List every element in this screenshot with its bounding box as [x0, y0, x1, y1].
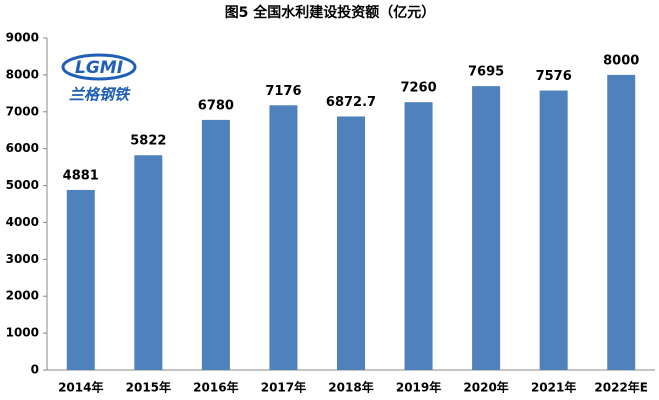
data-label: 4881 — [63, 168, 99, 183]
data-label: 7695 — [468, 65, 504, 80]
x-tick-label: 2020年 — [463, 380, 508, 395]
y-tick-label: 3000 — [6, 252, 39, 266]
bar — [472, 86, 501, 370]
y-tick-label: 5000 — [6, 178, 39, 192]
y-tick-label: 7000 — [6, 104, 39, 118]
bar — [269, 105, 298, 370]
logo-ring — [61, 53, 137, 81]
y-tick-label: 0 — [31, 363, 39, 377]
x-tick-label: 2015年 — [126, 380, 171, 395]
x-tick-label: 2021年 — [531, 380, 576, 395]
x-tick-label: 2018年 — [328, 380, 373, 395]
x-tick-label: 2016年 — [193, 380, 238, 395]
bar — [404, 102, 433, 370]
bar — [607, 74, 636, 370]
bar — [66, 189, 95, 370]
data-label: 7176 — [265, 84, 301, 99]
x-tick-label: 2019年 — [396, 380, 441, 395]
y-tick-label: 6000 — [6, 141, 39, 155]
logo-name: 兰格钢铁 — [69, 86, 131, 104]
y-tick-label: 2000 — [6, 289, 39, 303]
chart-title: 图5 全国水利建设投资额（亿元） — [225, 4, 436, 21]
data-label: 5822 — [130, 134, 166, 149]
y-tick-label: 1000 — [6, 326, 39, 340]
logo: LGMI 兰格钢铁 — [61, 53, 137, 104]
data-label: 6872.7 — [326, 95, 376, 110]
x-tick-label: 2014年 — [58, 380, 103, 395]
x-tick-label: 2022年E — [594, 380, 648, 395]
bar — [134, 155, 163, 370]
data-label: 7260 — [400, 81, 436, 96]
x-tick-label: 2017年 — [261, 380, 306, 395]
bar — [539, 90, 568, 370]
data-label: 8000 — [603, 53, 639, 68]
data-label: 6780 — [198, 98, 234, 113]
data-label: 7576 — [536, 69, 572, 84]
logo-mark: LGMI — [75, 58, 123, 78]
y-tick-label: 9000 — [6, 31, 39, 45]
bar — [201, 119, 230, 370]
y-tick-label: 4000 — [6, 215, 39, 229]
bar — [337, 116, 365, 371]
y-tick-label: 8000 — [6, 67, 39, 81]
